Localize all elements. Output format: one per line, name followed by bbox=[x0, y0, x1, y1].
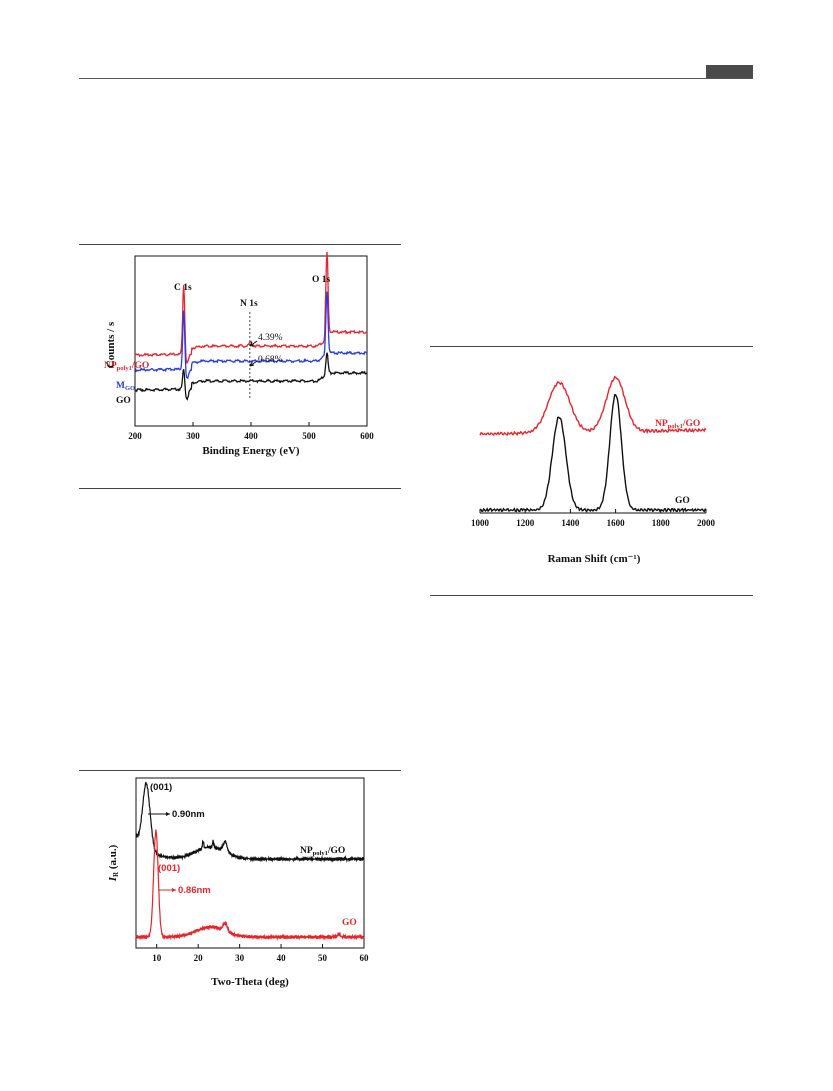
raman-curve-1 bbox=[480, 394, 707, 513]
xrd-dspacing-npoly: 0.90nm bbox=[172, 809, 205, 820]
xrd-xtick-label-0: 10 bbox=[152, 953, 162, 963]
xps-curve-1 bbox=[134, 291, 368, 380]
raman-legend-go: GO bbox=[675, 496, 690, 506]
xps-legend-mgo: MGO bbox=[116, 381, 135, 392]
xrd-arrowhead-go bbox=[172, 888, 176, 892]
xps-legend-npoly: NPpoly1/GO bbox=[104, 361, 149, 372]
xps-xtick-label-1: 300 bbox=[186, 431, 200, 441]
xrd-xtick-label-2: 30 bbox=[235, 953, 245, 963]
xps-curve-0 bbox=[134, 251, 368, 364]
xrd-xtick-label-1: 20 bbox=[194, 953, 204, 963]
xrd-curve-0 bbox=[135, 781, 365, 863]
xps-xlabel: Binding Energy (eV) bbox=[202, 445, 300, 457]
raman-xtick-label-1: 1200 bbox=[516, 518, 535, 528]
xrd-ylabel: IR (a.u.) bbox=[107, 844, 120, 882]
page-number-box bbox=[706, 65, 753, 78]
xrd-peak-label-npoly: (001) bbox=[150, 782, 172, 793]
raman-xtick-label-4: 1800 bbox=[652, 518, 671, 528]
xrd-xtick-label-4: 50 bbox=[318, 953, 328, 963]
xps-xtick-label-3: 500 bbox=[302, 431, 316, 441]
xps-arrow-npoly bbox=[249, 340, 258, 347]
raman-curve-0 bbox=[479, 375, 707, 437]
raman-xtick-label-3: 1600 bbox=[607, 518, 626, 528]
xps-ylabel: Counts / s bbox=[105, 321, 117, 368]
xps-curve-2 bbox=[134, 352, 368, 401]
xrd-curve-1 bbox=[135, 829, 365, 941]
raman-axis: 1000 1200 1400 1600 1800 2000 bbox=[471, 509, 716, 528]
raman-chart: 1000 1200 1400 1600 1800 2000 NPpoly1/GO GO R… bbox=[471, 375, 716, 565]
xps-curves bbox=[134, 251, 368, 401]
xps-percent-npoly: 4.39% bbox=[258, 333, 283, 343]
fig-raman-top-rule bbox=[430, 346, 753, 347]
raman-xtick-label-2: 1400 bbox=[561, 518, 580, 528]
xrd-dspacing-go: 0.86nm bbox=[178, 885, 211, 896]
xps-n1s-label: N 1s bbox=[240, 299, 258, 309]
raman-legend-npoly: NPpoly1/GO bbox=[655, 419, 700, 430]
xrd-xticks: 10 20 30 40 50 60 bbox=[152, 944, 369, 963]
raman-xlabel: Raman Shift (cm⁻¹) bbox=[548, 553, 641, 565]
header-rule bbox=[79, 78, 753, 79]
raman-xtick-label-0: 1000 bbox=[471, 518, 490, 528]
raman-curves bbox=[479, 375, 707, 513]
fig-raman-bottom-rule bbox=[430, 595, 753, 596]
xrd-xlabel: Two-Theta (deg) bbox=[211, 976, 289, 988]
xrd-arrowhead-npoly bbox=[166, 812, 170, 816]
xrd-legend-npoly: NPpoly1/GO bbox=[300, 846, 345, 857]
xrd-curves bbox=[135, 781, 365, 941]
xps-percent-mgo: 0.68% bbox=[258, 355, 283, 365]
xps-arrow-mgo bbox=[249, 360, 258, 367]
xps-xtick-label-4: 600 bbox=[360, 431, 374, 441]
xrd-legend-go: GO bbox=[342, 918, 357, 928]
xrd-peak-label-go: (001) bbox=[158, 863, 180, 874]
raman-xtick-label-5: 2000 bbox=[697, 518, 716, 528]
fig-xps-bottom-rule bbox=[79, 488, 401, 489]
fig-xrd-top-rule bbox=[79, 770, 401, 771]
xps-c1s-label: C 1s bbox=[174, 283, 192, 293]
xps-chart: 200 300 400 500 600 C 1s N 1s O 1s 4.39% 0.6… bbox=[104, 251, 374, 457]
xrd-xtick-label-5: 60 bbox=[360, 953, 370, 963]
xrd-xtick-label-3: 40 bbox=[277, 953, 287, 963]
xrd-plot-frame bbox=[135, 777, 365, 949]
xrd-chart: 10 20 30 40 50 60 (001) 0.90nm (001) 0.86nm N… bbox=[107, 777, 369, 988]
xps-xticks: 200 300 400 500 600 bbox=[128, 422, 374, 441]
xps-legend-go: GO bbox=[116, 396, 131, 406]
xps-xtick-label-0: 200 bbox=[128, 431, 142, 441]
xps-xtick-label-2: 400 bbox=[244, 431, 258, 441]
xps-o1s-label: O 1s bbox=[312, 275, 331, 285]
fig-xps-top-rule bbox=[79, 244, 401, 245]
